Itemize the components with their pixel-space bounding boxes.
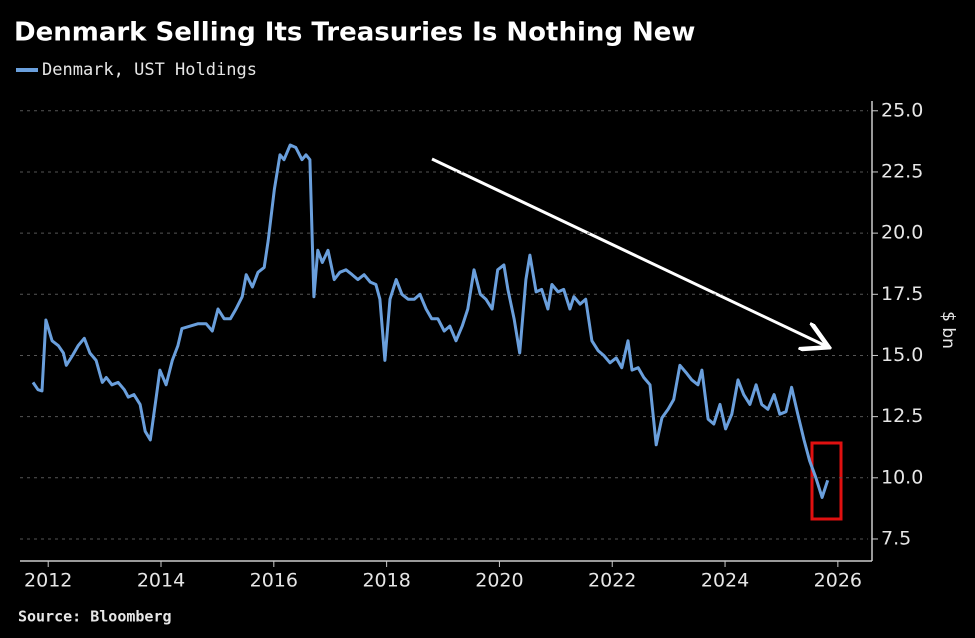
x-tick-label: 2014: [137, 570, 185, 592]
trend-arrow: [431, 157, 826, 346]
x-tick-label: 2018: [362, 570, 410, 592]
x-tick-label: 2012: [24, 570, 72, 592]
y-tick-label: 22.5: [881, 160, 923, 182]
y-tick-label: 20.0: [881, 222, 923, 244]
y-axis-label: $ bn: [938, 311, 958, 349]
y-tick-label: 7.5: [881, 527, 911, 549]
y-tick-label: 17.5: [881, 283, 923, 305]
x-tick-label: 2024: [701, 570, 749, 592]
x-tick-label: 2016: [250, 570, 298, 592]
x-tick-label: 2022: [588, 570, 636, 592]
data-line: [31, 143, 830, 499]
highlight-box: [810, 441, 843, 521]
x-tick-label: 2026: [814, 570, 862, 592]
x-tick-label: 2020: [475, 570, 523, 592]
y-tick-label: 25.0: [881, 99, 923, 121]
y-tick-label: 10.0: [881, 466, 923, 488]
legend-label: Denmark, UST Holdings: [42, 60, 257, 80]
y-tick-label: 12.5: [881, 405, 923, 427]
source: Source: Bloomberg: [18, 608, 172, 626]
y-tick-label: 15.0: [881, 344, 923, 366]
chart-title: Denmark Selling Its Treasuries Is Nothin…: [14, 18, 695, 48]
